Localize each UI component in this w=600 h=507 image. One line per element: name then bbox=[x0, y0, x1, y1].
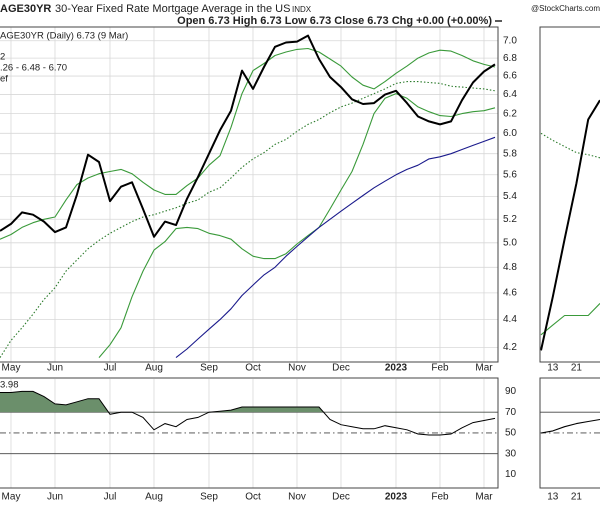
plot-line: 4.2 4.4 4.6 4.8 5.0 5.2 5.4 5.6 5.8 6.0 6.2 6.4 6.6 6… bbox=[0, 27, 517, 374]
rsi-panel bbox=[0, 377, 499, 489]
rsi-line bbox=[0, 390, 496, 436]
y-tick-label: 6.4 bbox=[503, 89, 517, 100]
series-line bbox=[540, 303, 600, 336]
y-tick-label: 5.2 bbox=[503, 214, 517, 225]
legend-text: AGE30YR (Daily) 6.73 (9 Mar) bbox=[0, 31, 128, 42]
y-tick-label: 5.0 bbox=[503, 237, 517, 248]
quote: Open 6.73 High 6.73 Low 6.73 Close 6.73 … bbox=[177, 15, 492, 27]
y-tick-label: 6.0 bbox=[503, 128, 517, 139]
side-rsi-panel bbox=[539, 377, 600, 489]
y-tick-label: 4.2 bbox=[503, 342, 517, 353]
series-line bbox=[540, 132, 600, 159]
plot-side: 13 13 21 21 bbox=[540, 99, 600, 503]
x-tick-label: 21 bbox=[571, 363, 583, 374]
x-tick-label: 2023 bbox=[385, 363, 408, 374]
y-tick-label: 50 bbox=[505, 428, 517, 439]
y-tick-label: 30 bbox=[505, 448, 517, 459]
y-tick-label: 7.0 bbox=[503, 35, 517, 46]
plot-rsi: 10 30 50 70 90 May Jun Jul Aug Sep Oct Nov Dec 2023 Fe… bbox=[0, 379, 517, 503]
x-tick-label: Nov bbox=[288, 492, 306, 503]
symbol: AGE30YR bbox=[0, 3, 51, 15]
legend-text: ef bbox=[0, 74, 8, 85]
y-tick-label: 6.8 bbox=[503, 53, 517, 64]
series-line bbox=[175, 136, 496, 359]
x-tick-label: Sep bbox=[200, 363, 218, 374]
x-tick-label: Mar bbox=[475, 363, 493, 374]
side-panel bbox=[539, 26, 600, 363]
x-tick-label: Sep bbox=[200, 492, 218, 503]
y-tick-label: 4.6 bbox=[503, 288, 517, 299]
series-line bbox=[98, 93, 496, 358]
x-tick-label: Dec bbox=[332, 363, 350, 374]
x-tick-label: Jul bbox=[104, 363, 117, 374]
main-panel bbox=[0, 26, 499, 363]
x-tick-label: Jul bbox=[104, 492, 117, 503]
rsi-label: 3.98 bbox=[0, 380, 19, 391]
x-tick-label: Jun bbox=[47, 492, 63, 503]
y-tick-label: 70 bbox=[505, 407, 517, 418]
overbought-area bbox=[0, 391, 495, 413]
y-tick-label: 5.4 bbox=[503, 191, 517, 202]
y-tick-label: 4.4 bbox=[503, 314, 517, 325]
legend-text: 2 bbox=[0, 52, 5, 63]
x-tick-label: 2023 bbox=[385, 492, 408, 503]
x-tick-label: Jun bbox=[47, 363, 63, 374]
x-tick-label: Aug bbox=[145, 363, 163, 374]
x-tick-label: Aug bbox=[145, 492, 163, 503]
y-tick-label: 6.2 bbox=[503, 108, 517, 119]
panels bbox=[0, 26, 600, 489]
x-tick-label: Oct bbox=[245, 363, 261, 374]
x-tick-label: Feb bbox=[431, 363, 449, 374]
x-tick-label: Nov bbox=[288, 363, 306, 374]
series-line bbox=[0, 34, 496, 238]
y-tick-label: 5.8 bbox=[503, 148, 517, 159]
x-tick-label: 21 bbox=[571, 492, 583, 503]
y-tick-label: 5.6 bbox=[503, 169, 517, 180]
x-tick-label: 13 bbox=[547, 492, 559, 503]
series-line bbox=[540, 99, 600, 351]
x-tick-label: Mar bbox=[475, 492, 493, 503]
credit: @StockCharts.com bbox=[531, 4, 600, 13]
x-tick-label: Oct bbox=[245, 492, 261, 503]
y-tick-label: 90 bbox=[505, 386, 517, 397]
x-tick-label: Dec bbox=[332, 492, 350, 503]
series-line bbox=[540, 418, 600, 434]
legend-text: .26 - 6.48 - 6.70 bbox=[0, 63, 67, 74]
x-tick-label: May bbox=[2, 363, 21, 374]
y-tick-label: 6.6 bbox=[503, 71, 517, 82]
x-tick-label: May bbox=[2, 492, 21, 503]
exchange: INDX bbox=[292, 5, 312, 14]
y-tick-label: 4.8 bbox=[503, 262, 517, 273]
chart-title: 30-Year Fixed Rate Mortgage Average in t… bbox=[55, 3, 290, 15]
y-tick-label: 10 bbox=[505, 469, 517, 480]
x-tick-label: 13 bbox=[547, 363, 559, 374]
series-line bbox=[0, 47, 496, 240]
x-tick-label: Feb bbox=[431, 492, 449, 503]
